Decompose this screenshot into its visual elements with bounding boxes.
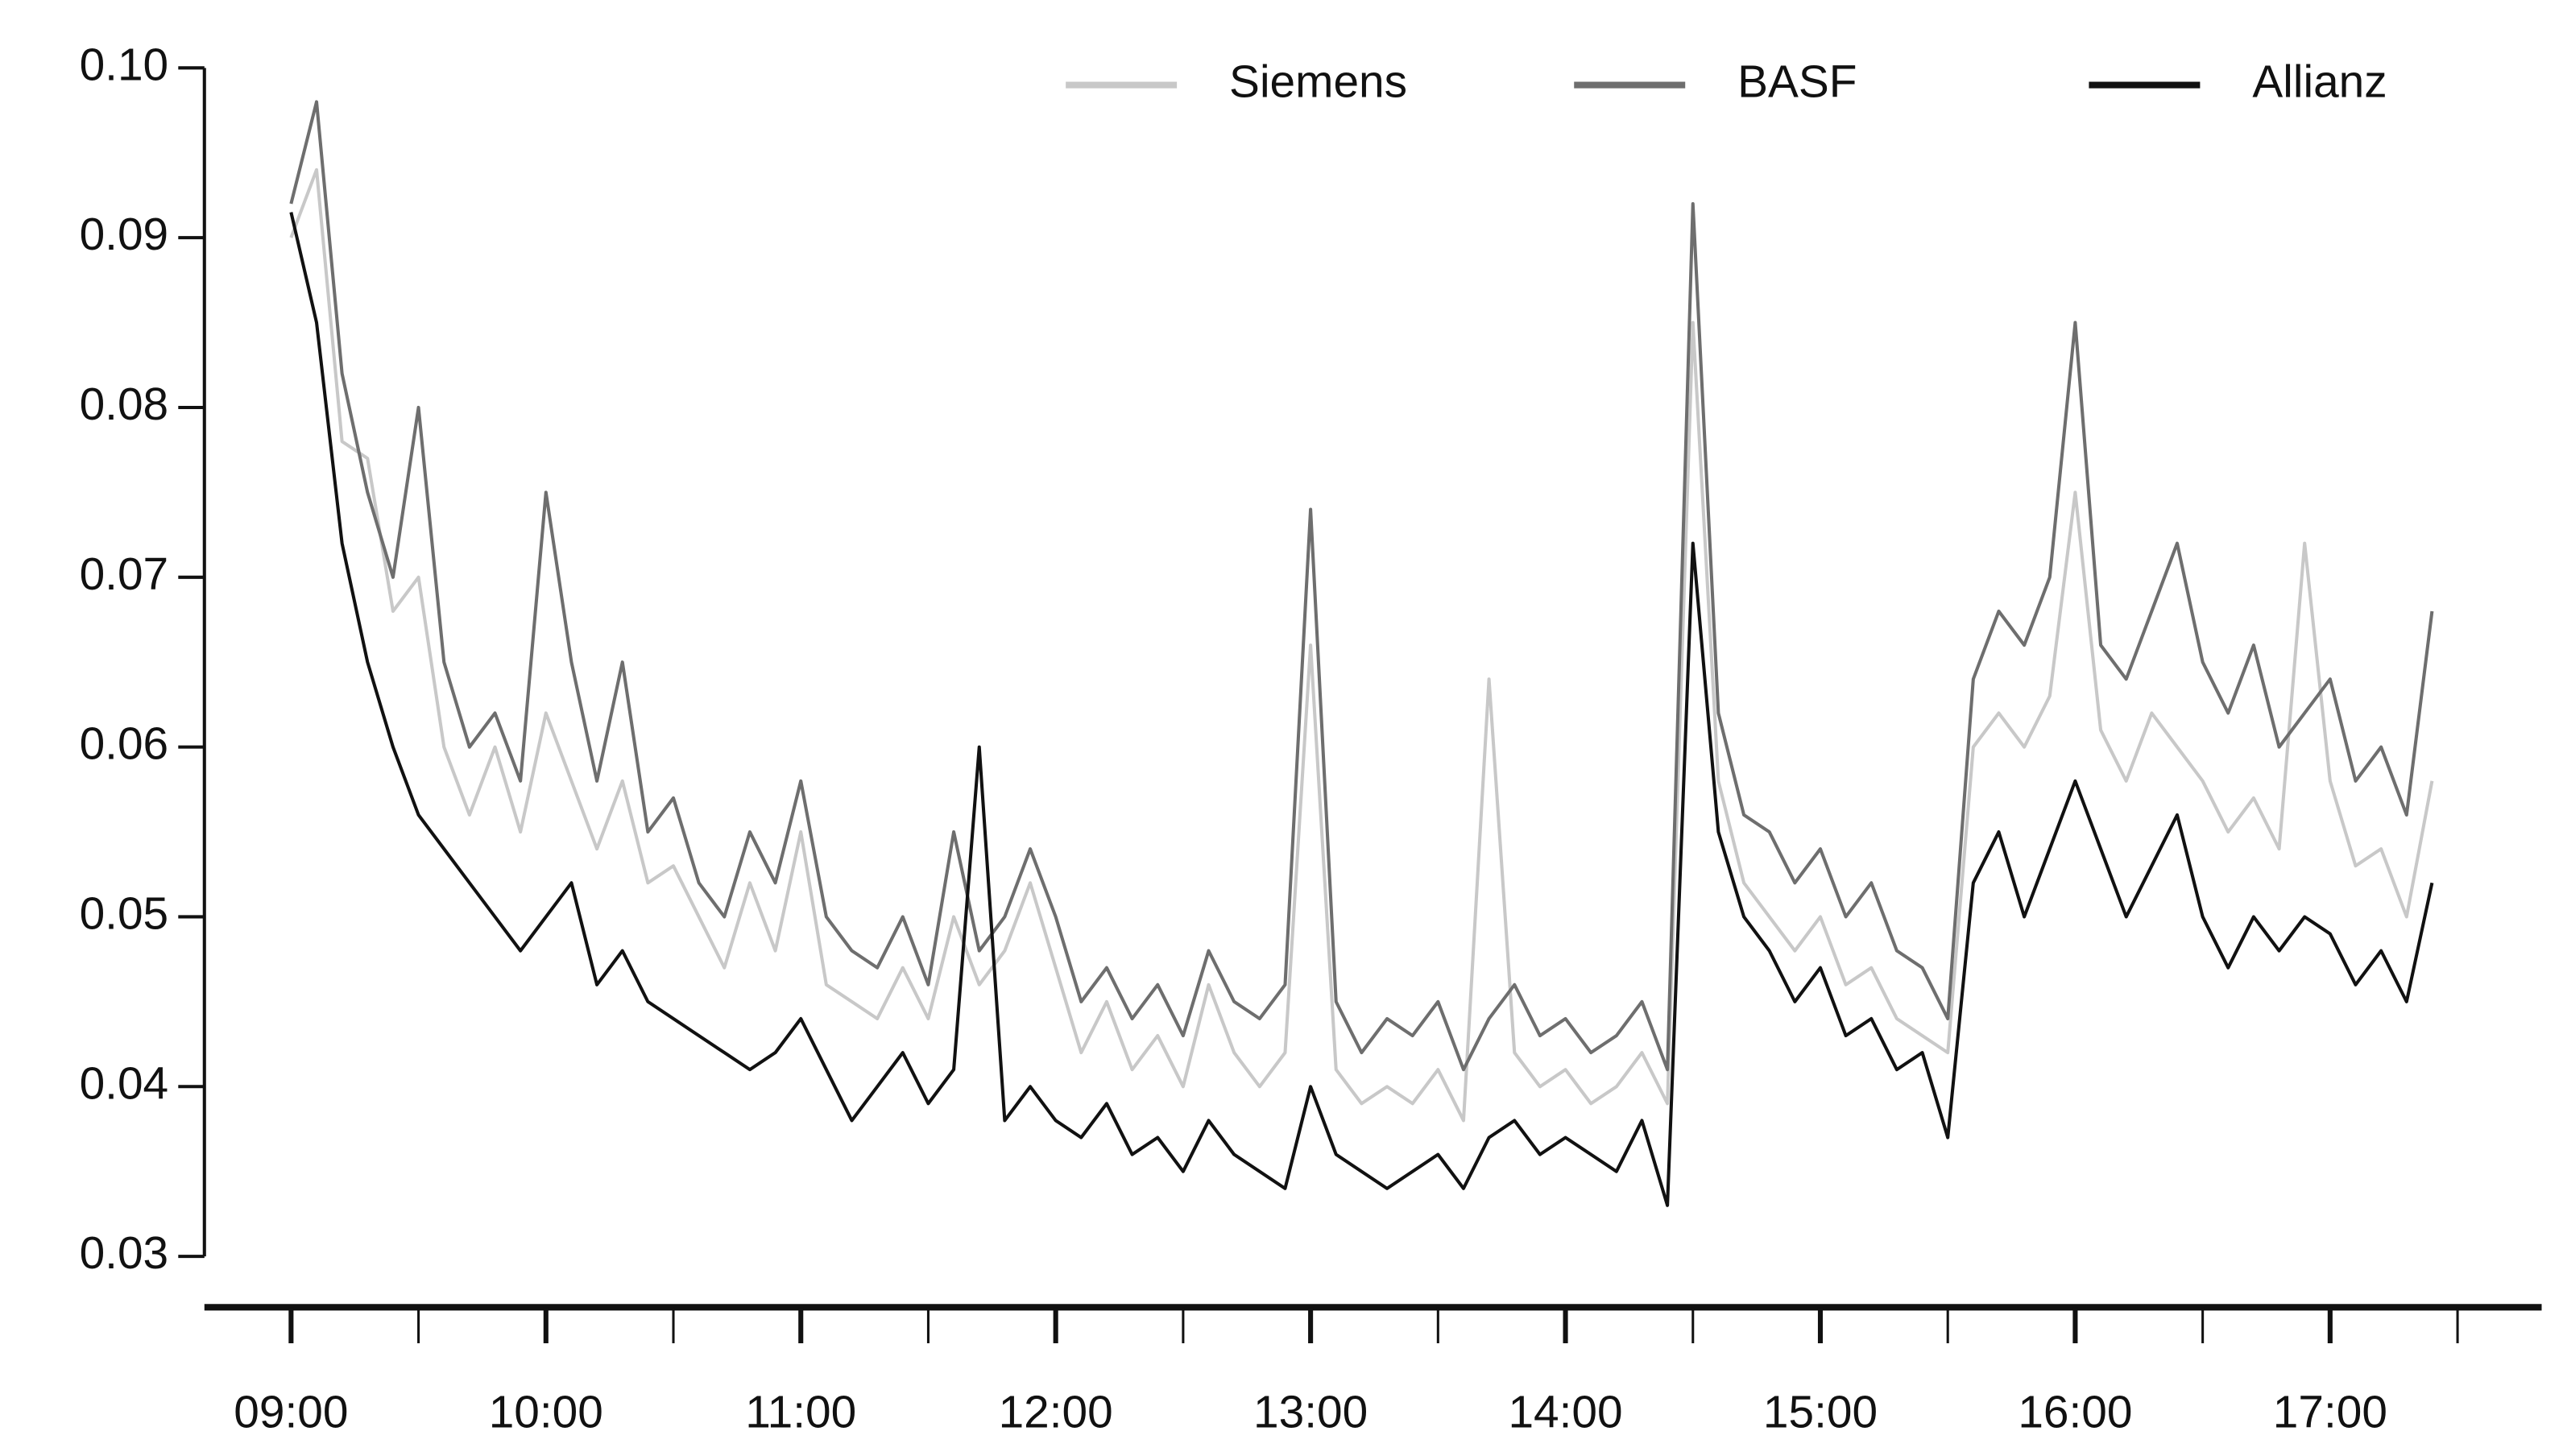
series-line: [289, 212, 2434, 1207]
y-tick-label: 0.07: [80, 549, 169, 600]
series-line: [289, 168, 2434, 1123]
series-line: [289, 100, 2434, 1072]
y-tick-label: 0.05: [80, 888, 169, 939]
legend-label: Siemens: [1229, 57, 1407, 108]
y-tick-label: 0.04: [80, 1058, 169, 1109]
x-tick-label: 11:00: [745, 1387, 856, 1437]
x-tick-label: 17:00: [2273, 1387, 2387, 1437]
x-tick-label: 16:00: [2018, 1387, 2132, 1437]
x-tick-label: 10:00: [489, 1387, 603, 1437]
x-tick-label: 12:00: [999, 1387, 1113, 1437]
x-tick-label: 14:00: [1508, 1387, 1622, 1437]
x-tick-label: 09:00: [234, 1387, 348, 1437]
y-tick-label: 0.10: [80, 39, 169, 90]
y-tick-label: 0.03: [80, 1228, 169, 1279]
y-tick-label: 0.09: [80, 209, 169, 260]
legend-label: Allianz: [2252, 57, 2387, 108]
x-tick-label: 15:00: [1763, 1387, 1878, 1437]
x-tick-label: 13:00: [1253, 1387, 1368, 1437]
y-tick-label: 0.06: [80, 719, 169, 770]
y-tick-label: 0.08: [80, 379, 169, 430]
legend-label: BASF: [1737, 57, 1857, 108]
